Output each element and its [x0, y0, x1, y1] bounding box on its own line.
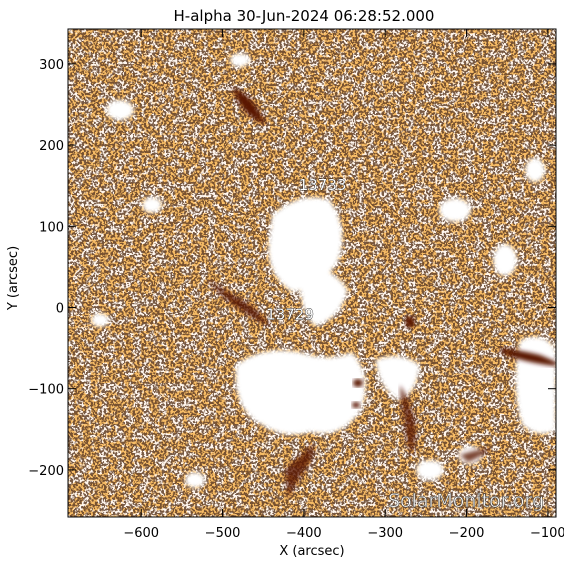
y-tick-label: 200	[39, 139, 64, 154]
plot-title: H-alpha 30-Jun-2024 06:28:52.000	[174, 7, 435, 25]
y-tick-label: 100	[39, 220, 64, 235]
x-tick-label: −300	[367, 526, 403, 541]
dark-filaments	[208, 88, 556, 498]
y-tick-label: −100	[28, 383, 64, 398]
y-tick-label: −200	[28, 464, 64, 479]
x-axis-label: X (arcsec)	[279, 544, 344, 559]
region-labels: 13733 13729	[266, 175, 347, 324]
x-axis: −600 −500 −400 −300 −200 −100	[123, 29, 564, 541]
x-tick-label: −100	[530, 526, 564, 541]
plot-frame	[67, 28, 557, 518]
y-tick-label: 300	[39, 58, 64, 73]
region-label: 13729	[266, 306, 314, 324]
y-tick-label: 0	[56, 302, 64, 317]
region-label: 13733	[299, 176, 347, 194]
x-tick-label: −600	[123, 526, 159, 541]
y-axis-label: Y (arcsec)	[6, 246, 21, 311]
y-axis: 300 200 100 0 −100 −200	[28, 58, 556, 479]
x-tick-label: −200	[449, 526, 485, 541]
x-tick-label: −400	[286, 526, 322, 541]
solar-image	[68, 29, 556, 517]
watermark: SolarMonitor.org	[388, 490, 544, 512]
x-tick-label: −500	[205, 526, 241, 541]
